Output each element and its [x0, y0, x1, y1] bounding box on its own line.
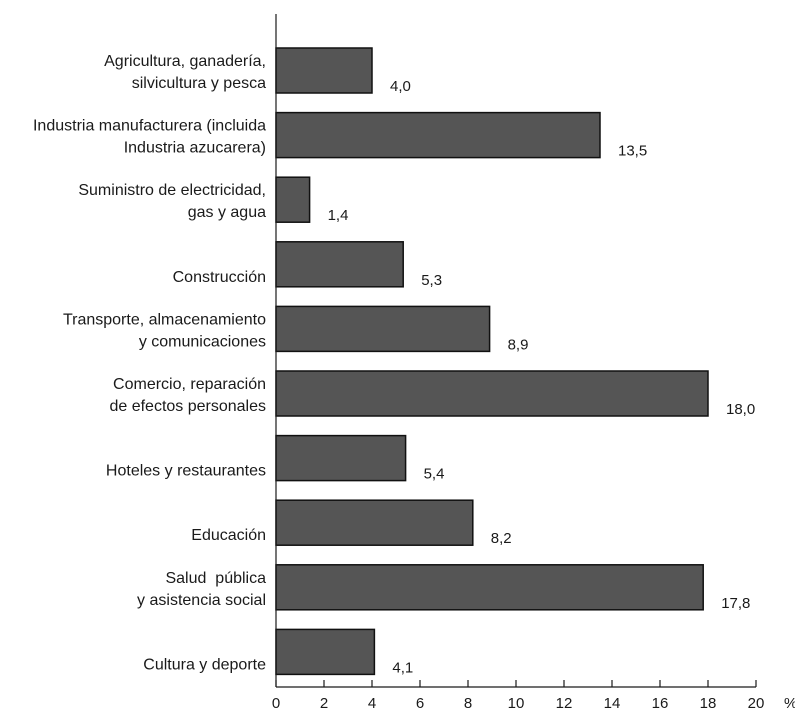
x-tick-label: 20: [748, 695, 765, 712]
x-axis-ticks: 0 2 4 6 8 10 12 14 16 18 20: [272, 680, 765, 712]
category-label-line: Industria manufacturera (incluida: [33, 118, 266, 135]
category-label-line: Salud pública: [165, 570, 266, 587]
x-tick-label: 0: [272, 695, 280, 712]
category-label: Agricultura, ganadería, silvicultura y pe…: [104, 53, 266, 92]
category-label-line: y asistencia social: [137, 592, 266, 609]
category-label: Comercio, reparación de efectos personale…: [109, 376, 266, 415]
category-label-line: de efectos personales: [109, 398, 266, 415]
value-labels: 4,0 13,5 1,4 5,3 8,9 18,0 5,4 8,2 17,8 4,1: [328, 78, 756, 676]
category-labels: Agricultura, ganadería, silvicultura y pe…: [33, 53, 266, 673]
data-label: 17,8: [721, 595, 750, 612]
x-tick-label: 8: [464, 695, 472, 712]
x-tick-label: 6: [416, 695, 424, 712]
data-label: 1,4: [328, 207, 349, 224]
data-label: 18,0: [726, 401, 755, 418]
category-label-line: Industria azucarera): [124, 140, 266, 157]
bar: [275, 434, 407, 482]
category-label: Hoteles y restaurantes: [106, 463, 266, 480]
category-label-line: Cultura y deporte: [143, 656, 266, 673]
bar: [275, 499, 474, 546]
bar: [275, 370, 709, 417]
category-label: Construcción: [173, 269, 266, 286]
category-label-line: Suministro de electricidad,: [78, 182, 266, 199]
category-label-line: y comunicaciones: [139, 333, 266, 350]
data-label: 13,5: [618, 143, 647, 160]
x-tick-label: 2: [320, 695, 328, 712]
category-label: Salud pública y asistencia social: [137, 570, 266, 609]
category-label-line: Hoteles y restaurantes: [106, 463, 266, 480]
bar: [275, 564, 704, 611]
data-label: 4,1: [392, 659, 413, 676]
category-label: Transporte, almacenamiento y comunicacion…: [63, 311, 266, 350]
category-label-line: Educación: [191, 527, 266, 544]
x-tick-label: 18: [700, 695, 717, 712]
x-axis-unit: %: [784, 695, 795, 712]
data-label: 8,9: [508, 336, 529, 353]
category-label-line: Comercio, reparación: [113, 376, 266, 393]
bar: [275, 47, 373, 94]
data-label: 5,3: [421, 272, 442, 289]
category-label-line: Construcción: [173, 269, 266, 286]
x-tick-label: 4: [368, 695, 376, 712]
bar: [275, 305, 491, 353]
category-label-line: Agricultura, ganadería,: [104, 53, 266, 70]
data-label: 8,2: [491, 530, 512, 547]
category-label-line: gas y agua: [188, 204, 266, 221]
bar: [275, 176, 311, 223]
category-label: Industria manufacturera (incluida Industr…: [33, 118, 266, 157]
category-label: Educación: [191, 527, 266, 544]
bar: [275, 241, 404, 288]
data-label: 4,0: [390, 78, 411, 95]
bars-group: [275, 47, 709, 676]
category-label: Cultura y deporte: [143, 656, 266, 673]
x-tick-label: 12: [556, 695, 573, 712]
category-label-line: silvicultura y pesca: [132, 75, 266, 92]
category-label: Suministro de electricidad, gas y agua: [78, 182, 266, 221]
bar: [275, 111, 601, 159]
bar: [275, 628, 376, 676]
category-label-line: Transporte, almacenamiento: [63, 311, 266, 328]
x-tick-label: 10: [508, 695, 525, 712]
x-tick-label: 14: [604, 695, 621, 712]
data-label: 5,4: [424, 466, 445, 483]
x-tick-label: 16: [652, 695, 669, 712]
